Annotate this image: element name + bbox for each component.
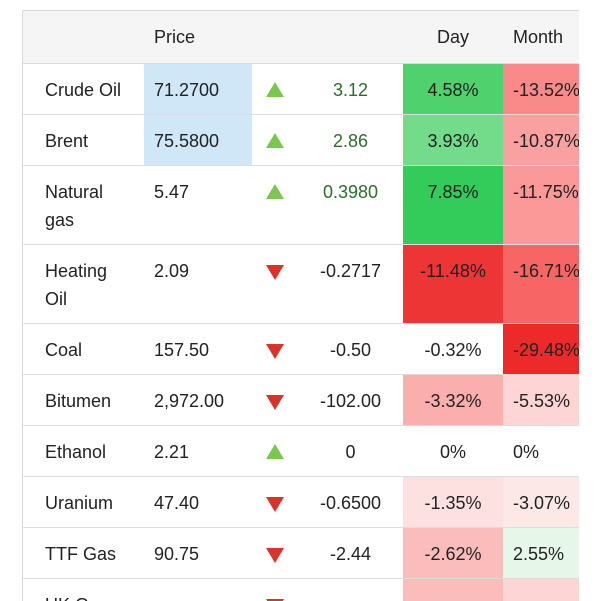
triangle-up-icon (266, 184, 284, 199)
direction-cell (252, 579, 298, 601)
month-change-cell: -11.75% (503, 166, 579, 245)
change-cell (298, 579, 403, 601)
commodity-name: UK Gas (23, 579, 144, 601)
header-change[interactable] (298, 11, 403, 64)
day-change-cell: -1.35% (403, 477, 503, 528)
header-name[interactable] (23, 11, 144, 64)
header-arrow (252, 11, 298, 64)
day-change-cell: 3.93% (403, 115, 503, 166)
month-change-cell: -5.53% (503, 375, 579, 426)
table-row[interactable]: UK Gas (23, 579, 579, 601)
price-cell: 71.2700 (144, 64, 252, 115)
price-cell (144, 579, 252, 601)
price-cell: 47.40 (144, 477, 252, 528)
month-change-cell: -13.52% (503, 64, 579, 115)
direction-cell (252, 528, 298, 579)
month-change-cell (503, 579, 579, 601)
direction-cell (252, 245, 298, 324)
month-change-cell: 0% (503, 426, 579, 477)
header-month[interactable]: Month (503, 11, 579, 64)
header-price[interactable]: Price (144, 11, 252, 64)
day-change-cell: -3.32% (403, 375, 503, 426)
price-cell: 5.47 (144, 166, 252, 245)
commodity-name: Natural gas (23, 166, 144, 245)
day-change-cell: -11.48% (403, 245, 503, 324)
commodity-name: Brent (23, 115, 144, 166)
change-cell: 0.3980 (298, 166, 403, 245)
day-change-cell (403, 579, 503, 601)
direction-cell (252, 166, 298, 245)
day-change-cell: 4.58% (403, 64, 503, 115)
change-cell: -0.50 (298, 324, 403, 375)
commodity-name: Heating Oil (23, 245, 144, 324)
commodity-name: Coal (23, 324, 144, 375)
change-cell: 0 (298, 426, 403, 477)
direction-cell (252, 115, 298, 166)
change-cell: 2.86 (298, 115, 403, 166)
change-cell: 3.12 (298, 64, 403, 115)
change-cell: -102.00 (298, 375, 403, 426)
day-change-cell: 0% (403, 426, 503, 477)
direction-cell (252, 426, 298, 477)
price-cell: 75.5800 (144, 115, 252, 166)
table-header-row: Price Day Month (23, 11, 579, 64)
month-change-cell: -3.07% (503, 477, 579, 528)
change-cell: -0.2717 (298, 245, 403, 324)
direction-cell (252, 324, 298, 375)
triangle-down-icon (266, 395, 284, 410)
day-change-cell: -2.62% (403, 528, 503, 579)
triangle-up-icon (266, 444, 284, 459)
month-change-cell: -16.71% (503, 245, 579, 324)
triangle-down-icon (266, 344, 284, 359)
change-cell: -0.6500 (298, 477, 403, 528)
day-change-cell: 7.85% (403, 166, 503, 245)
triangle-up-icon (266, 82, 284, 97)
header-day[interactable]: Day (403, 11, 503, 64)
direction-cell (252, 64, 298, 115)
price-cell: 2,972.00 (144, 375, 252, 426)
triangle-down-icon (266, 265, 284, 280)
price-cell: 2.09 (144, 245, 252, 324)
commodity-name: TTF Gas (23, 528, 144, 579)
commodity-name: Ethanol (23, 426, 144, 477)
direction-cell (252, 375, 298, 426)
price-cell: 90.75 (144, 528, 252, 579)
commodity-name: Bitumen (23, 375, 144, 426)
triangle-down-icon (266, 548, 284, 563)
day-change-cell: -0.32% (403, 324, 503, 375)
triangle-up-icon (266, 133, 284, 148)
commodity-name: Uranium (23, 477, 144, 528)
direction-cell (252, 477, 298, 528)
month-change-cell: 2.55% (503, 528, 579, 579)
commodity-name: Crude Oil (23, 64, 144, 115)
month-change-cell: -10.87% (503, 115, 579, 166)
change-cell: -2.44 (298, 528, 403, 579)
triangle-down-icon (266, 497, 284, 512)
price-cell: 157.50 (144, 324, 252, 375)
month-change-cell: -29.48% (503, 324, 579, 375)
price-cell: 2.21 (144, 426, 252, 477)
